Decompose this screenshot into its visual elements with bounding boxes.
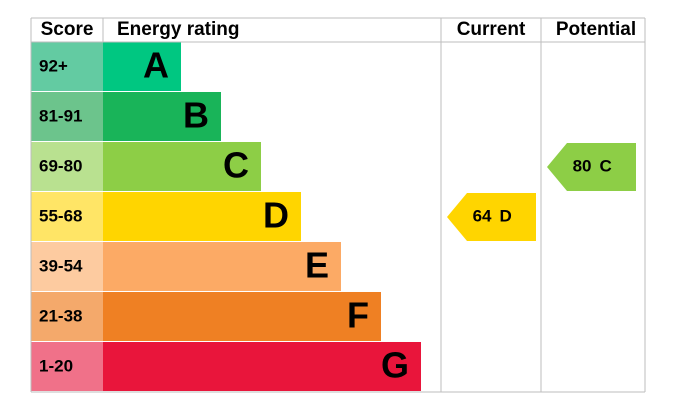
score-cell	[31, 292, 103, 341]
band-label: E	[305, 245, 329, 286]
rating-bar	[103, 142, 261, 191]
score-label: 21-38	[39, 306, 82, 325]
rating-bar	[103, 242, 341, 291]
potential-band: C	[600, 156, 612, 175]
header-rating: Energy rating	[117, 19, 239, 40]
band-label: D	[263, 195, 289, 236]
score-cell	[31, 342, 103, 391]
score-label: 1-20	[39, 356, 73, 375]
rating-bar	[103, 342, 421, 391]
score-label: 39-54	[39, 256, 83, 275]
band-label: G	[381, 345, 409, 386]
current-arrow	[447, 193, 536, 241]
score-cell	[31, 42, 103, 91]
header-potential: Potential	[556, 19, 636, 40]
rating-bar	[103, 292, 381, 341]
band-label: C	[223, 145, 249, 186]
potential-arrow	[547, 143, 636, 191]
rating-bar	[103, 42, 181, 91]
score-label: 69-80	[39, 156, 82, 175]
score-cell	[31, 192, 103, 241]
score-label: 81-91	[39, 106, 82, 125]
header-current: Current	[457, 19, 526, 40]
current-band: D	[500, 206, 512, 225]
score-label: 55-68	[39, 206, 82, 225]
potential-value: 80	[573, 156, 592, 175]
current-value: 64	[473, 206, 492, 225]
band-label: A	[143, 45, 169, 86]
header-score: Score	[41, 19, 94, 40]
band-label: F	[347, 295, 369, 336]
band-label: B	[183, 95, 209, 136]
score-cell	[31, 242, 103, 291]
rating-bar	[103, 192, 301, 241]
score-cell	[31, 142, 103, 191]
rating-bar	[103, 92, 221, 141]
score-cell	[31, 92, 103, 141]
score-label: 92+	[39, 56, 68, 75]
